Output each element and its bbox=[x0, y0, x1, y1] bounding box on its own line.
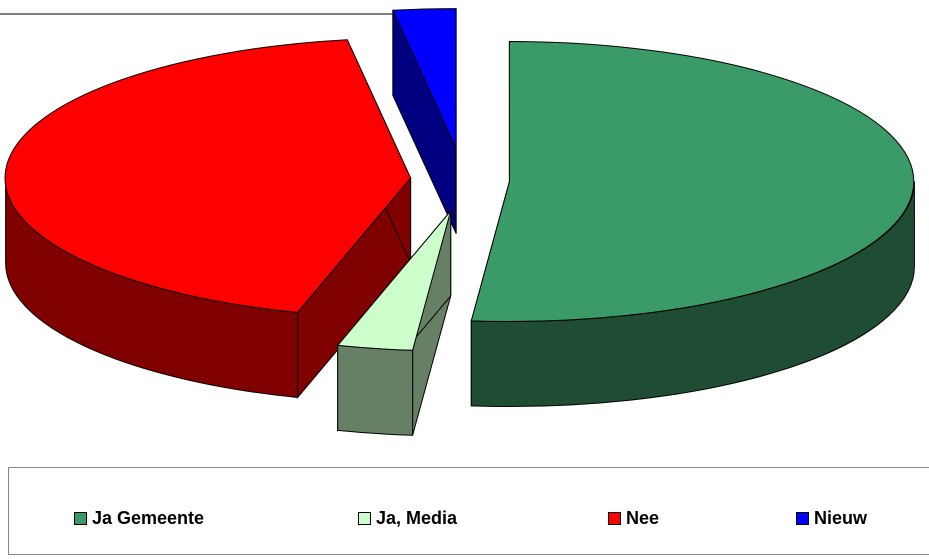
legend-swatch-ja-media bbox=[358, 512, 371, 525]
legend-item-ja-gemeente: Ja Gemeente bbox=[74, 508, 204, 529]
legend-item-ja-media: Ja, Media bbox=[358, 508, 457, 529]
legend-label-ja-gemeente: Ja Gemeente bbox=[92, 508, 205, 528]
legend-swatch-nieuw bbox=[796, 512, 809, 525]
slice-top-ja-media bbox=[336, 210, 452, 351]
legend-label-nieuw: Nieuw bbox=[814, 508, 868, 528]
slice-top-nee bbox=[4, 39, 412, 314]
legend-swatch-nee bbox=[608, 512, 621, 525]
pie-slices bbox=[4, 8, 915, 436]
legend-label-nee: Nee bbox=[626, 508, 660, 528]
legend-label-ja-media: Ja, Media bbox=[376, 508, 458, 528]
slice-outer-wall-ja-media-0 bbox=[337, 344, 414, 436]
legend bbox=[8, 467, 929, 555]
slice-ja-media bbox=[336, 209, 452, 436]
slice-top-nieuw bbox=[392, 8, 457, 149]
slice-nieuw bbox=[392, 8, 457, 234]
legend-item-nee: Nee bbox=[608, 508, 659, 529]
slice-ja-gemeente bbox=[470, 40, 915, 408]
legend-swatch-ja-gemeente bbox=[74, 512, 87, 525]
legend-item-nieuw: Nieuw bbox=[796, 508, 867, 529]
slice-nee bbox=[4, 39, 412, 399]
slice-top-ja-gemeente bbox=[470, 40, 915, 322]
